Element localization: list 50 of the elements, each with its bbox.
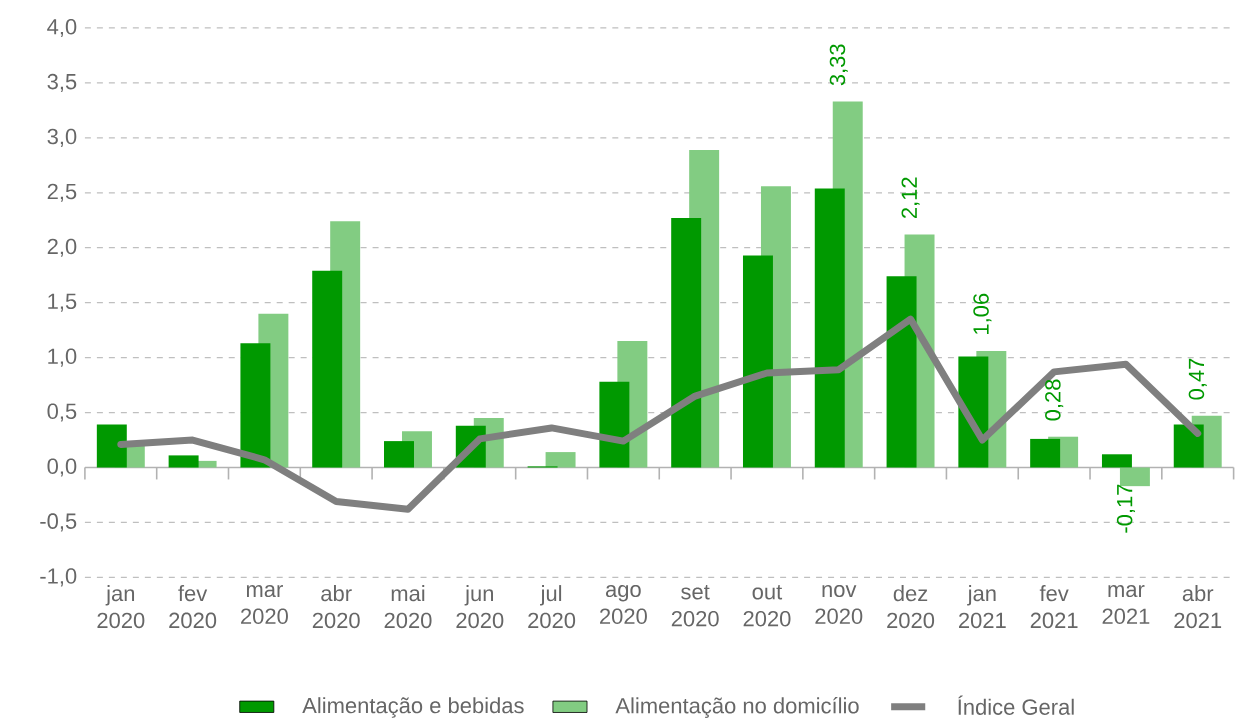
y-tick-label: 2,0	[47, 238, 77, 257]
y-tick-label: 4,0	[47, 18, 77, 38]
bar	[312, 270, 343, 468]
bar	[886, 276, 917, 468]
y-tick-label: 0,0	[47, 458, 77, 477]
bar	[240, 343, 271, 468]
bar	[96, 424, 127, 468]
x-tick-label: mar 2021	[1102, 585, 1150, 625]
x-tick-label: jul 2020	[528, 585, 576, 629]
y-tick-label: -0,5	[40, 513, 77, 532]
bar	[1030, 438, 1061, 468]
data-label: 0,28	[1045, 379, 1064, 421]
x-tick-label: abr 2021	[1174, 585, 1222, 629]
x-tick-label: mar 2020	[241, 585, 288, 625]
x-tick-label: set 2020	[671, 585, 719, 627]
x-tick-label: dez 2020	[887, 585, 935, 629]
data-label: 0,47	[1188, 358, 1207, 400]
data-label: -0,17	[1116, 484, 1136, 533]
x-tick-label: abr 2020	[312, 585, 360, 629]
y-tick-label: -1,0	[40, 568, 77, 587]
y-tick-label: 2,5	[47, 183, 77, 202]
x-tick-label: nov 2020	[815, 585, 863, 625]
y-tick-label: 1,5	[48, 293, 77, 312]
data-label: 2,12	[901, 177, 920, 219]
bar	[814, 188, 845, 468]
bar	[1101, 454, 1132, 468]
x-tick-label: fev 2020	[169, 585, 217, 629]
x-tick-label: jan 2020	[97, 585, 145, 629]
bar	[545, 452, 576, 468]
y-tick-label: 0,5	[47, 403, 77, 422]
legend-label: Alimentação e bebidas	[302, 697, 524, 718]
x-tick-label: jun 2020	[456, 585, 504, 629]
x-tick-label: mai 2020	[384, 585, 432, 629]
bar	[599, 381, 630, 468]
x-tick-label: out 2020	[743, 585, 791, 627]
y-tick-label: 1,0	[48, 348, 77, 367]
legend-label: Índice Geral	[958, 695, 1074, 715]
y-tick-label: 3,5	[47, 73, 77, 93]
y-tick-label: 3,0	[47, 128, 77, 147]
bar	[384, 441, 414, 468]
bar	[168, 455, 199, 468]
x-tick-label: ago 2020	[600, 585, 647, 625]
x-tick-label: jan 2021	[959, 585, 1006, 629]
bar	[1173, 424, 1204, 468]
data-label: 1,06	[973, 293, 992, 334]
bar	[742, 255, 773, 468]
legend-label: Alimentação no domicílio	[615, 697, 859, 718]
bar	[671, 218, 702, 468]
x-tick-label: fev 2021	[1030, 585, 1078, 629]
data-label: 3,33	[829, 44, 848, 86]
